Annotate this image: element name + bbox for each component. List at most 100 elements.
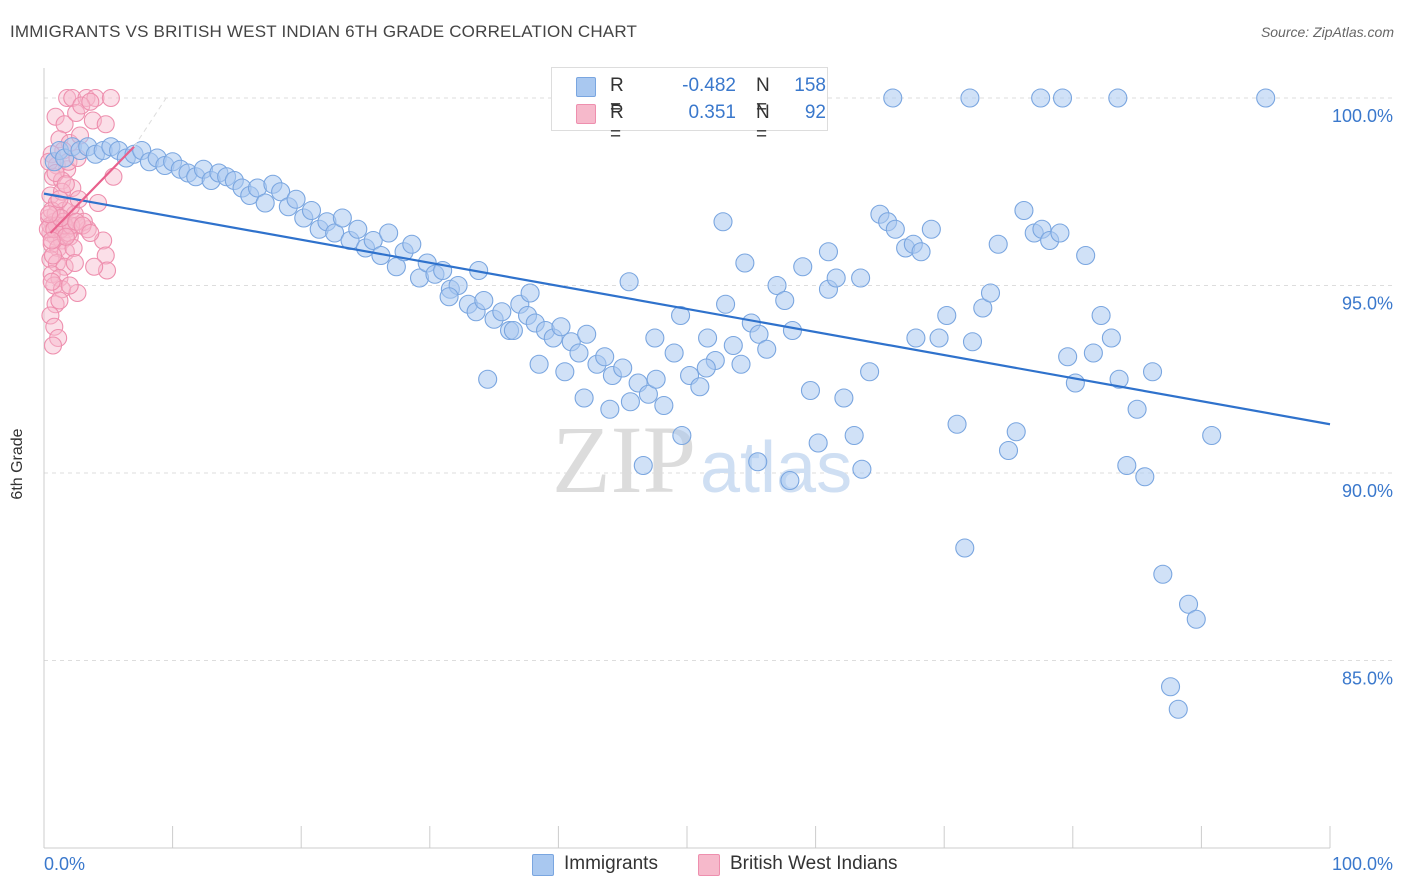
point-immigrants	[696, 358, 716, 378]
point-immigrants	[883, 88, 903, 108]
legend-r-label: R =	[610, 102, 624, 145]
point-immigrants	[690, 377, 710, 397]
point-immigrants	[921, 219, 941, 239]
point-british-west-indians	[96, 115, 115, 134]
point-immigrants	[325, 223, 345, 243]
legend-swatch-pink	[576, 104, 596, 124]
y-tick-label: 95.0%	[1342, 294, 1393, 314]
point-immigrants	[555, 362, 575, 382]
point-immigrants	[402, 234, 422, 254]
point-british-west-indians	[60, 276, 79, 295]
point-immigrants	[800, 380, 821, 401]
point-immigrants	[654, 395, 674, 416]
point-immigrants	[286, 189, 306, 209]
point-immigrants	[767, 275, 787, 296]
point-immigrants	[757, 339, 777, 359]
point-british-west-indians	[73, 216, 92, 235]
correlation-legend: R = -0.482 N = 158 R = 0.351 N = 92	[551, 67, 828, 145]
point-immigrants	[937, 305, 957, 326]
point-immigrants	[577, 324, 597, 344]
point-british-west-indians	[50, 190, 69, 209]
trend-lines	[43, 97, 1331, 426]
point-immigrants	[1006, 422, 1026, 442]
point-immigrants	[613, 358, 633, 378]
point-immigrants	[735, 253, 755, 273]
point-immigrants	[474, 290, 494, 311]
point-immigrants	[645, 328, 665, 348]
point-immigrants	[955, 538, 975, 558]
point-immigrants	[664, 343, 684, 363]
point-immigrants	[301, 200, 322, 221]
point-immigrants	[947, 414, 967, 434]
point-immigrants	[619, 272, 639, 292]
axes	[43, 68, 1331, 849]
point-immigrants	[973, 298, 993, 318]
trendline-extension	[133, 97, 167, 148]
point-immigrants	[775, 290, 795, 311]
bottom-legend-label: British West Indians	[730, 853, 898, 874]
point-british-west-indians	[96, 246, 115, 265]
point-immigrants	[1101, 328, 1121, 348]
trendline-immigrants	[43, 192, 1331, 426]
chart-title: IMMIGRANTS VS BRITISH WEST INDIAN 6TH GR…	[10, 22, 638, 41]
point-immigrants	[1108, 88, 1128, 108]
x-tick-label-min: 0.0%	[44, 854, 85, 874]
point-immigrants	[1014, 200, 1034, 221]
point-immigrants	[782, 320, 803, 341]
point-british-west-indians	[51, 208, 70, 228]
point-immigrants	[929, 328, 949, 348]
point-immigrants	[478, 369, 498, 389]
legend-n-value: 158	[794, 75, 826, 96]
point-immigrants	[1135, 467, 1155, 487]
point-immigrants	[595, 347, 615, 367]
point-british-west-indians	[41, 306, 60, 325]
x-tick-label-max: 100.0%	[1332, 854, 1393, 874]
point-british-west-indians	[65, 253, 84, 273]
point-british-west-indians	[56, 175, 75, 194]
y-tick-label: 85.0%	[1342, 669, 1393, 689]
point-immigrants	[780, 470, 800, 491]
point-immigrants	[520, 283, 540, 303]
point-immigrants	[713, 212, 733, 232]
point-immigrants	[569, 343, 589, 363]
point-immigrants	[574, 388, 594, 408]
point-british-west-indians	[68, 283, 87, 303]
bottom-legend-swatch-pink	[698, 854, 720, 876]
point-immigrants	[1052, 88, 1073, 108]
point-immigrants	[348, 219, 368, 239]
point-british-west-indians	[101, 88, 120, 108]
y-tick-label: 90.0%	[1342, 481, 1393, 501]
point-immigrants	[1076, 245, 1096, 266]
point-immigrants	[620, 392, 640, 412]
legend-r-value: -0.482	[682, 75, 736, 96]
point-immigrants	[255, 193, 275, 213]
series-immigrants	[44, 88, 1276, 719]
point-immigrants	[1091, 305, 1111, 326]
point-immigrants	[1160, 677, 1181, 697]
point-immigrants	[439, 287, 459, 307]
point-british-west-indians	[63, 88, 82, 108]
point-immigrants	[600, 399, 620, 419]
point-british-west-indians	[42, 272, 61, 291]
point-immigrants	[1168, 699, 1188, 719]
point-immigrants	[671, 305, 691, 326]
point-immigrants	[332, 208, 352, 228]
point-immigrants	[988, 234, 1008, 254]
point-immigrants	[363, 230, 383, 251]
point-immigrants	[911, 242, 931, 262]
source-label: Source: ZipAtlas.com	[1260, 24, 1394, 40]
point-british-west-indians	[104, 167, 123, 186]
point-immigrants	[998, 440, 1019, 461]
point-immigrants	[1058, 347, 1078, 367]
point-british-west-indians	[56, 227, 75, 246]
point-immigrants	[638, 384, 658, 404]
point-british-west-indians	[58, 88, 77, 108]
point-british-west-indians	[38, 220, 57, 239]
point-immigrants	[826, 268, 846, 288]
point-immigrants	[1109, 369, 1129, 389]
point-immigrants	[962, 332, 983, 352]
point-immigrants	[960, 88, 980, 108]
y-axis-label: 6th Grade	[9, 428, 26, 500]
point-british-west-indians	[42, 231, 61, 250]
